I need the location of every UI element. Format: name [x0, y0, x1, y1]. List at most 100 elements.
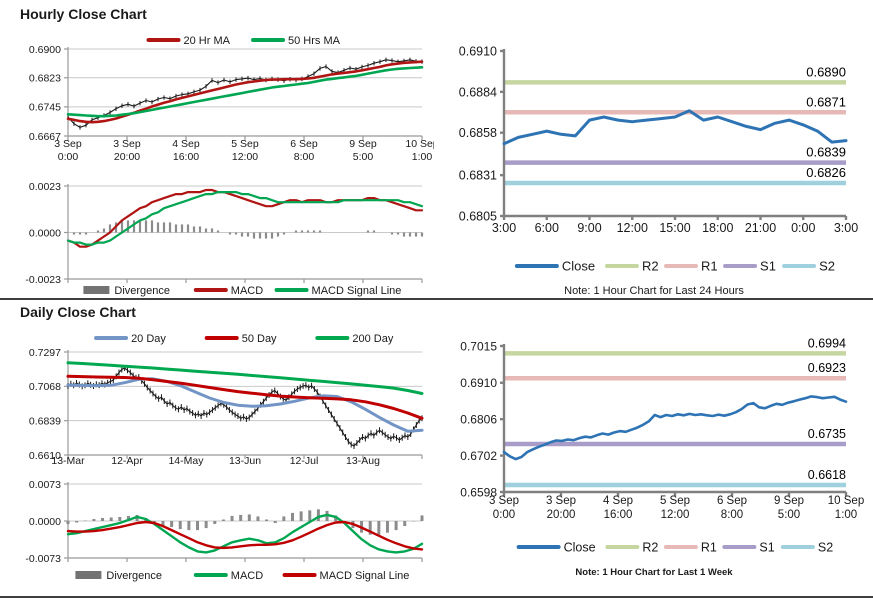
svg-text:6:00: 6:00 [535, 221, 559, 235]
svg-text:-0.0073: -0.0073 [25, 553, 61, 565]
svg-text:R2: R2 [642, 541, 658, 555]
svg-text:0:00: 0:00 [791, 221, 815, 235]
svg-text:0.6735: 0.6735 [808, 427, 846, 441]
svg-text:20:00: 20:00 [547, 509, 576, 521]
svg-text:8:00: 8:00 [721, 509, 743, 521]
svg-text:MACD Signal Line: MACD Signal Line [312, 285, 402, 297]
svg-text:0.6858: 0.6858 [459, 126, 497, 140]
svg-text:Close: Close [562, 259, 595, 274]
daily-macd-chart: 0.0073 0.0000 -0.0073 Divergence MACD MACD Si… [10, 477, 434, 595]
svg-text:4 Sep: 4 Sep [603, 495, 633, 507]
svg-text:13-Aug: 13-Aug [346, 455, 380, 467]
svg-text:0.6667: 0.6667 [29, 131, 61, 143]
svg-text:0.6839: 0.6839 [806, 145, 846, 160]
hourly-pivot-chart: 0.6890 0.6871 0.6839 0.6826 0.6910 0.6884 0.68… [438, 36, 870, 286]
svg-text:50 Day: 50 Day [242, 333, 277, 345]
svg-text:S2: S2 [818, 541, 833, 555]
svg-text:3:00: 3:00 [834, 221, 858, 235]
svg-text:3:00: 3:00 [492, 221, 516, 235]
svg-text:50 Hrs MA: 50 Hrs MA [288, 35, 341, 47]
svg-text:0.6823: 0.6823 [29, 73, 61, 85]
daily-price-chart: 0.7297 0.7068 0.6839 0.6610 13-Mar 12-Apr 14-M… [10, 328, 434, 476]
svg-text:R1: R1 [701, 259, 718, 274]
svg-text:0.6839: 0.6839 [29, 415, 61, 427]
svg-text:0.6910: 0.6910 [459, 45, 497, 59]
svg-text:0.7297: 0.7297 [29, 347, 61, 359]
svg-text:0.6610: 0.6610 [29, 450, 61, 462]
svg-text:0.6890: 0.6890 [806, 64, 846, 79]
svg-text:12-Apr: 12-Apr [111, 455, 143, 467]
svg-text:20 Hr MA: 20 Hr MA [184, 35, 231, 47]
svg-text:0.6884: 0.6884 [459, 85, 497, 99]
svg-text:Divergence: Divergence [114, 285, 170, 297]
svg-text:9:00: 9:00 [577, 221, 601, 235]
svg-text:9 Sep: 9 Sep [349, 138, 377, 150]
svg-text:0:00: 0:00 [493, 509, 515, 521]
svg-text:0.0023: 0.0023 [29, 181, 61, 193]
svg-text:0.6806: 0.6806 [460, 412, 497, 426]
svg-text:0.7015: 0.7015 [460, 339, 497, 353]
svg-text:0.6618: 0.6618 [808, 468, 846, 482]
svg-text:12:00: 12:00 [617, 221, 648, 235]
svg-text:0.6826: 0.6826 [806, 165, 846, 180]
svg-text:R1: R1 [701, 541, 717, 555]
svg-text:12:00: 12:00 [661, 509, 690, 521]
svg-text:200 Day: 200 Day [352, 333, 393, 345]
svg-text:14-May: 14-May [168, 455, 204, 467]
svg-text:MACD: MACD [231, 285, 263, 297]
daily-section-title: Daily Close Chart [20, 304, 136, 320]
svg-text:-0.0023: -0.0023 [25, 274, 61, 286]
svg-text:Divergence: Divergence [106, 570, 162, 582]
svg-text:S2: S2 [819, 259, 835, 274]
svg-text:10 Sep: 10 Sep [828, 495, 864, 507]
svg-text:6 Sep: 6 Sep [717, 495, 747, 507]
daily-pivot-note: Note: 1 Hour Chart for Last 1 Week [575, 567, 733, 578]
svg-text:6 Sep: 6 Sep [290, 138, 318, 150]
svg-text:13-Jun: 13-Jun [229, 455, 261, 467]
svg-text:0.6805: 0.6805 [459, 210, 497, 224]
svg-text:0.6831: 0.6831 [459, 169, 497, 183]
svg-text:8:00: 8:00 [294, 151, 315, 163]
svg-text:0.0073: 0.0073 [29, 479, 61, 491]
svg-text:0.6598: 0.6598 [460, 485, 497, 499]
svg-text:5:00: 5:00 [353, 151, 374, 163]
svg-text:13-Mar: 13-Mar [51, 455, 85, 467]
svg-text:15:00: 15:00 [659, 221, 690, 235]
svg-text:0.6923: 0.6923 [808, 361, 846, 375]
svg-text:0.6900: 0.6900 [29, 44, 61, 56]
hourly-pivot-note: Note: 1 Hour Chart for Last 24 Hours [564, 285, 744, 297]
svg-text:0.0000: 0.0000 [29, 516, 61, 528]
svg-text:MACD Signal Line: MACD Signal Line [320, 570, 410, 582]
svg-text:12:00: 12:00 [232, 151, 258, 163]
svg-text:5:00: 5:00 [778, 509, 800, 521]
svg-text:0.0000: 0.0000 [29, 227, 61, 239]
svg-text:R2: R2 [642, 259, 659, 274]
svg-text:16:00: 16:00 [604, 509, 633, 521]
section-divider [0, 298, 873, 300]
hourly-section-title: Hourly Close Chart [20, 6, 147, 22]
svg-text:S1: S1 [759, 541, 774, 555]
svg-text:16:00: 16:00 [173, 151, 199, 163]
svg-text:0.6994: 0.6994 [808, 336, 846, 350]
daily-pivot-chart: 0.6994 0.6923 0.6735 0.6618 0.7015 0.6910 0.68… [438, 336, 870, 588]
svg-text:9 Sep: 9 Sep [774, 495, 804, 507]
svg-text:S1: S1 [760, 259, 776, 274]
svg-text:3 Sep: 3 Sep [546, 495, 576, 507]
svg-text:4 Sep: 4 Sep [172, 138, 200, 150]
svg-text:Close: Close [564, 541, 596, 555]
svg-text:MACD: MACD [231, 570, 263, 582]
svg-text:5 Sep: 5 Sep [660, 495, 690, 507]
svg-text:0.6745: 0.6745 [29, 102, 61, 114]
svg-text:1:00: 1:00 [835, 509, 857, 521]
svg-text:20 Day: 20 Day [131, 333, 166, 345]
svg-text:0.7068: 0.7068 [29, 381, 61, 393]
svg-text:12-Jul: 12-Jul [290, 455, 319, 467]
svg-text:5 Sep: 5 Sep [231, 138, 259, 150]
svg-text:18:00: 18:00 [702, 221, 733, 235]
svg-text:1:00: 1:00 [412, 151, 433, 163]
hourly-macd-chart: 0.0023 0.0000 -0.0023 Divergence MACD MACD Si… [10, 180, 434, 298]
svg-text:3 Sep: 3 Sep [113, 138, 141, 150]
svg-text:0.6910: 0.6910 [460, 376, 497, 390]
svg-text:0.6871: 0.6871 [806, 94, 846, 109]
svg-text:0.6702: 0.6702 [460, 449, 497, 463]
